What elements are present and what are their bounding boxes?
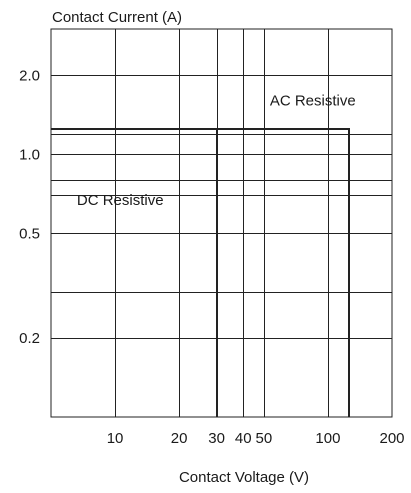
x-tick-label: 20 — [171, 430, 188, 447]
annotation-dc-resistive: DC Resistive — [77, 192, 164, 209]
y-tick-label: 0.5 — [19, 225, 40, 242]
y-gridlines — [51, 75, 392, 339]
x-tick-label: 100 — [315, 430, 340, 447]
x-tick-label: 50 — [256, 430, 273, 447]
x-tick-labels: 10 20 30 40 50 100 200 — [107, 430, 405, 447]
x-gridlines — [115, 29, 329, 417]
x-tick-label: 10 — [107, 430, 124, 447]
annotation-ac-resistive: AC Resistive — [270, 93, 356, 110]
annotations-group: AC Resistive DC Resistive — [77, 93, 356, 209]
x-axis-title: Contact Voltage (V) — [179, 469, 309, 486]
plot-frame — [50, 28, 393, 418]
x-tick-label: 30 — [208, 430, 225, 447]
y-tick-label: 1.0 — [19, 146, 40, 163]
series-ac-resistive — [51, 128, 350, 417]
y-tick-label: 0.2 — [19, 330, 40, 347]
y-tick-labels: 0.2 0.5 1.0 2.0 — [19, 67, 40, 347]
series-dc-resistive — [51, 128, 218, 417]
y-tick-label: 2.0 — [19, 67, 40, 84]
series-group — [51, 128, 350, 417]
y-axis-title: Contact Current (A) — [52, 9, 182, 26]
x-tick-label: 40 — [235, 430, 252, 447]
x-tick-label: 200 — [379, 430, 404, 447]
